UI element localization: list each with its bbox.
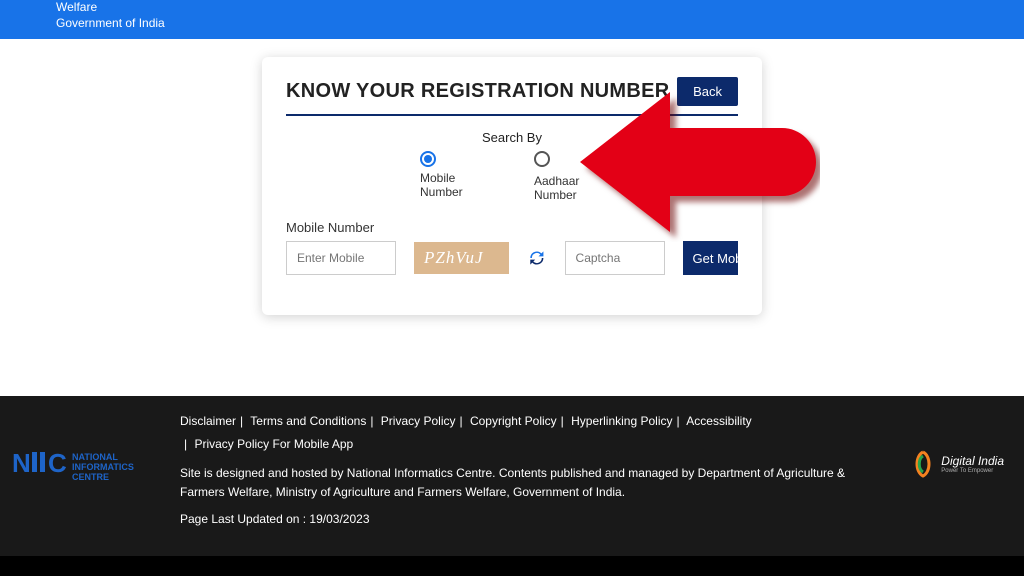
- link-hyperlinking[interactable]: Hyperlinking Policy: [571, 414, 672, 428]
- card-title: KNOW YOUR REGISTRATION NUMBER: [286, 80, 670, 103]
- header-line1: Welfare: [56, 0, 1024, 16]
- radio-aadhaar-number[interactable]: [534, 151, 550, 167]
- link-privacy-mobile[interactable]: Privacy Policy For Mobile App: [194, 437, 353, 451]
- svg-text:N: N: [12, 448, 30, 478]
- mobile-input[interactable]: [286, 241, 396, 275]
- back-button[interactable]: Back: [677, 77, 738, 106]
- get-otp-button[interactable]: Get Mobile OTP: [683, 241, 738, 275]
- svg-text:NATIONAL: NATIONAL: [72, 452, 118, 462]
- digital-india-subtitle: Power To Empower: [941, 468, 1004, 474]
- radio-mobile-number[interactable]: [420, 151, 436, 167]
- mobile-number-label: Mobile Number: [286, 220, 738, 235]
- link-privacy[interactable]: Privacy Policy: [381, 414, 456, 428]
- svg-text:C: C: [48, 448, 67, 478]
- radio-mobile-label: Mobile Number: [420, 171, 490, 199]
- search-by-label: Search By: [286, 130, 738, 145]
- footer: N C NATIONAL INFORMATICS CENTRE Digital …: [0, 396, 1024, 556]
- registration-card: KNOW YOUR REGISTRATION NUMBER Back Searc…: [262, 57, 762, 315]
- digital-india-logo: Digital India Power To Empower: [911, 450, 1004, 478]
- link-copyright[interactable]: Copyright Policy: [470, 414, 557, 428]
- footer-links: Disclaimer| Terms and Conditions| Privac…: [180, 410, 854, 456]
- captcha-image: PZhVuJ: [414, 242, 509, 274]
- search-by-radios: Mobile Number Aadhaar Number: [286, 151, 738, 202]
- radio-aadhaar-label: Aadhaar Number: [534, 174, 604, 202]
- header-line2: Government of India: [56, 16, 1024, 32]
- digital-india-title: Digital India: [941, 454, 1004, 468]
- link-disclaimer[interactable]: Disclaimer: [180, 414, 236, 428]
- svg-text:INFORMATICS: INFORMATICS: [72, 462, 134, 472]
- footer-hosting-text: Site is designed and hosted by National …: [180, 464, 854, 502]
- link-accessibility[interactable]: Accessibility: [686, 414, 751, 428]
- svg-text:CENTRE: CENTRE: [72, 472, 109, 482]
- footer-updated-text: Page Last Updated on : 19/03/2023: [180, 510, 854, 529]
- nic-logo: N C NATIONAL INFORMATICS CENTRE: [12, 446, 172, 485]
- refresh-captcha-icon[interactable]: [527, 248, 547, 268]
- captcha-input[interactable]: [565, 241, 665, 275]
- header-bar: Welfare Government of India: [0, 0, 1024, 39]
- link-terms[interactable]: Terms and Conditions: [250, 414, 366, 428]
